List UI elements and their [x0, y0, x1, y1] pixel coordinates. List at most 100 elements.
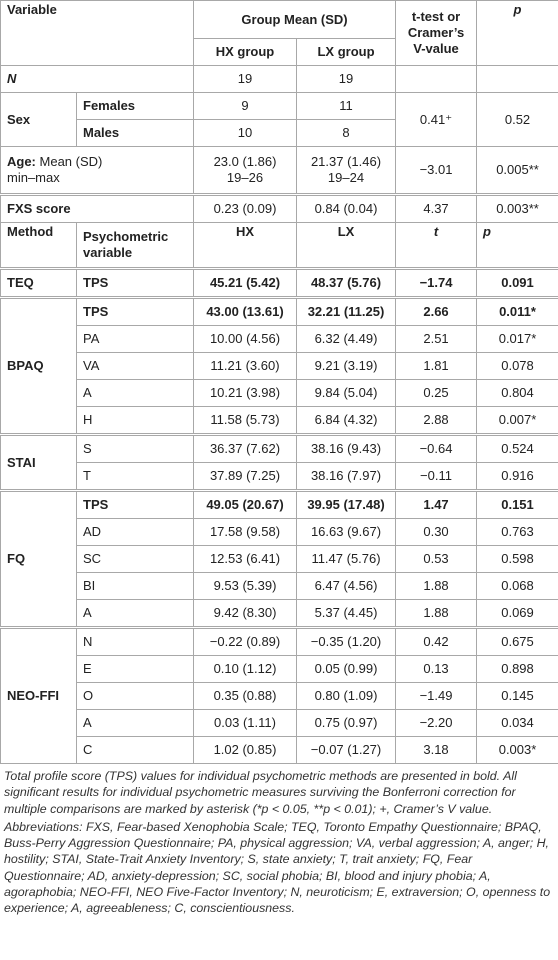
table-cell: TPS — [76, 267, 194, 298]
table-cell — [476, 65, 558, 93]
table-cell: Group Mean (SD) — [192, 0, 397, 39]
table-cell: LX group — [295, 38, 397, 66]
table-cell: 1.47 — [395, 489, 478, 519]
table-cell: p — [476, 222, 558, 269]
table-cell: AD — [76, 518, 194, 546]
table-row: A 9.42 (8.30) 5.37 (4.45) 1.88 0.069 — [1, 599, 558, 628]
table-cell: 0.41⁺ — [395, 92, 478, 147]
table-cell: 2.66 — [395, 296, 478, 326]
table-cell: 0.13 — [395, 655, 478, 683]
table-row: BPAQ TPS 43.00 (13.61) 32.21 (11.25) 2.66 0.0… — [0, 296, 558, 435]
table-cell: Variable — [0, 0, 194, 66]
table-cell: 2.88 — [395, 406, 478, 435]
table-row: STAI S 36.37 (7.62) 38.16 (9.43) −0.64 0.524 — [0, 433, 558, 491]
table-cell: Females — [76, 92, 194, 120]
table-cell: 36.37 (7.62) — [193, 433, 297, 463]
table-cell: 0.068 — [476, 572, 558, 600]
table-cell: −0.22 (0.89) — [193, 626, 297, 656]
table-cell: −1.49 — [395, 682, 478, 710]
table-cell: 11.47 (5.76) — [295, 545, 397, 573]
table-cell: 0.005** — [476, 146, 558, 195]
table-cell: 39.95 (17.48) — [295, 489, 397, 519]
table-cell: −0.07 (1.27) — [295, 736, 397, 764]
table-cell: TPS — [76, 489, 194, 519]
table-cell: STAI — [0, 433, 77, 491]
table-cell: 0.598 — [476, 545, 558, 573]
table-cell: 0.151 — [476, 489, 558, 519]
table-cell: 6.47 (4.56) — [295, 572, 397, 600]
table-cell: 38.16 (7.97) — [295, 462, 397, 491]
table-row: Males 10 8 — [1, 119, 558, 147]
table-row: NEO-FFI N −0.22 (0.89) −0.35 (1.20) 0.42 0.67… — [0, 626, 558, 764]
table-cell: 11 — [295, 92, 397, 120]
table-cell: 23.0 (1.86) 19–26 — [193, 146, 297, 195]
footnote: Total profile score (TPS) values for ind… — [4, 769, 517, 816]
footnote: Abbreviations: FXS, Fear-based Xenophobi… — [4, 819, 551, 916]
table-cell: 1.81 — [395, 352, 478, 380]
table-cell: 9.84 (5.04) — [295, 379, 397, 407]
table-cell: TPS — [76, 296, 194, 326]
table-cell: 0.763 — [476, 518, 558, 546]
table-cell: −0.11 — [395, 462, 478, 491]
table-cell: 21.37 (1.46) 19–24 — [295, 146, 397, 195]
label: Mean (SD) — [39, 154, 103, 169]
table-cell: 3.18 — [395, 736, 478, 764]
table-cell: 12.53 (6.41) — [193, 545, 297, 573]
table-cell: LX — [295, 222, 397, 269]
table-cell: 0.145 — [476, 682, 558, 710]
table-cell: 38.16 (9.43) — [295, 433, 397, 463]
table-cell: 0.034 — [476, 709, 558, 737]
table-cell: 43.00 (13.61) — [193, 296, 297, 326]
table-cell: Sex — [0, 92, 77, 147]
table-cell: −1.74 — [395, 267, 478, 298]
table-cell: 45.21 (5.42) — [193, 267, 297, 298]
table-cell: −0.64 — [395, 433, 478, 463]
table-cell: C — [76, 736, 194, 764]
table-cell: 10 — [193, 119, 297, 147]
table-row: TEQ TPS 45.21 (5.42) 48.37 (5.76) −1.74 0.091 — [0, 267, 558, 298]
table-row: T 37.89 (7.25) 38.16 (7.97) −0.11 0.916 — [1, 462, 558, 491]
table-cell: 0.10 (1.12) — [193, 655, 297, 683]
table-cell: 9.53 (5.39) — [193, 572, 297, 600]
table-row: Sex Females 9 11 0.41⁺ 0.52 — [0, 92, 558, 147]
table-cell: 32.21 (11.25) — [295, 296, 397, 326]
table-cell: 0.069 — [476, 599, 558, 628]
table-cell: O — [76, 682, 194, 710]
table-cell: 37.89 (7.25) — [193, 462, 297, 491]
value: 19–24 — [327, 170, 365, 185]
table-row: Variable Group Mean (SD) t-test or Cramer’… — [0, 0, 558, 66]
table-row: BI 9.53 (5.39) 6.47 (4.56) 1.88 0.068 — [1, 572, 558, 600]
table-cell: 0.003** — [476, 193, 558, 223]
table-cell: 0.078 — [476, 352, 558, 380]
table-cell: 0.75 (0.97) — [295, 709, 397, 737]
table-row: C 1.02 (0.85) −0.07 (1.27) 3.18 0.003* — [1, 736, 558, 764]
table-row: E 0.10 (1.12) 0.05 (0.99) 0.13 0.898 — [1, 655, 558, 683]
table-cell: 0.80 (1.09) — [295, 682, 397, 710]
table-cell: t — [395, 222, 478, 269]
table-cell: 0.003* — [476, 736, 558, 764]
table-cell: A — [76, 709, 194, 737]
table-row: SC 12.53 (6.41) 11.47 (5.76) 0.53 0.598 — [1, 545, 558, 573]
table-cell: 2.51 — [395, 325, 478, 353]
label: min–max — [7, 170, 60, 185]
table-cell: Psychometric variable — [76, 222, 194, 269]
table-row: FXS score 0.23 (0.09) 0.84 (0.04) 4.37 0.003… — [0, 193, 558, 223]
table-cell: 0.23 (0.09) — [193, 193, 297, 223]
table-cell: 10.00 (4.56) — [193, 325, 297, 353]
table-cell: BPAQ — [0, 296, 77, 435]
table-cell: 48.37 (5.76) — [295, 267, 397, 298]
results-table: Variable Group Mean (SD) t-test or Cramer’… — [0, 0, 558, 764]
table-cell: 0.53 — [395, 545, 478, 573]
table-row: O 0.35 (0.88) 0.80 (1.09) −1.49 0.145 — [1, 682, 558, 710]
table-cell: 17.58 (9.58) — [193, 518, 297, 546]
table-row: VA 11.21 (3.60) 9.21 (3.19) 1.81 0.078 — [1, 352, 558, 380]
table-cell: 0.916 — [476, 462, 558, 491]
table-cell: 0.804 — [476, 379, 558, 407]
table-row: A 10.21 (3.98) 9.84 (5.04) 0.25 0.804 — [1, 379, 558, 407]
table-cell: A — [76, 379, 194, 407]
table-row: Method Psychometric variable HX LX t p — [0, 222, 558, 269]
table-row: HX group LX group — [1, 38, 558, 66]
table-cell: 1.88 — [395, 599, 478, 628]
table-cell: HX — [193, 222, 297, 269]
